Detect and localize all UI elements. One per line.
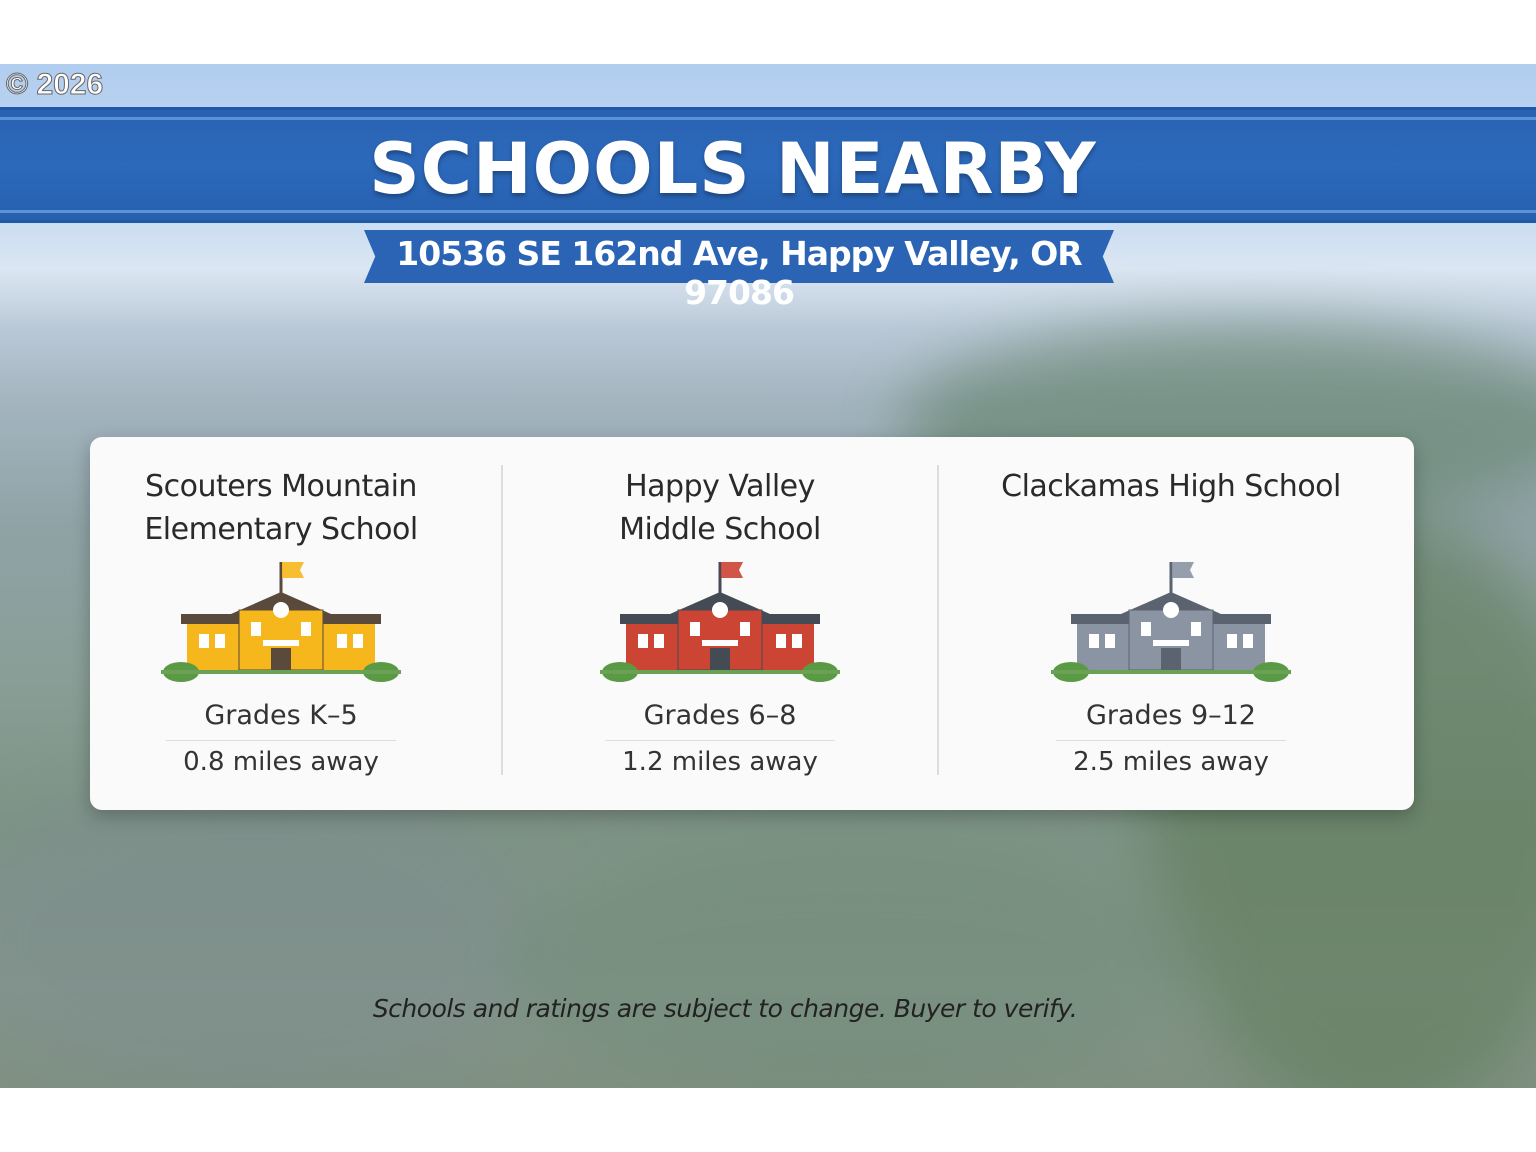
school-distance: 0.8 miles away [183, 747, 379, 777]
school-building-icon [151, 552, 411, 686]
school-high: Clackamas High School Grades 9–12 2.5 mi… [938, 437, 1404, 810]
background-aerial-photo: © 2026 SCHOOLS NEARBY 10536 SE 162nd Ave… [0, 64, 1536, 1088]
school-grades: Grades 9–12 [1085, 700, 1256, 731]
school-building-icon [590, 552, 850, 686]
school-grades: Grades 6–8 [643, 700, 797, 731]
property-address: 10536 SE 162nd Ave, Happy Valley, OR 970… [396, 234, 1082, 312]
column-divider [937, 465, 939, 775]
school-elementary: Scouters Mountain Elementary School Grade… [90, 437, 472, 810]
school-name: Happy Valley Middle School [619, 469, 821, 547]
address-ribbon [364, 230, 1114, 283]
column-divider [501, 465, 503, 775]
school-middle: Happy Valley Middle School Grades 6–8 1.2… [502, 437, 938, 810]
school-name: Clackamas High School [1001, 469, 1341, 504]
copyright-text: © 2026 [5, 68, 104, 102]
disclaimer-text: Schools and ratings are subject to chang… [372, 994, 1078, 1023]
school-distance: 2.5 miles away [1073, 747, 1269, 777]
page-title: SCHOOLS NEARBY [369, 128, 1097, 210]
schools-card: Scouters Mountain Elementary School Grade… [90, 437, 1414, 810]
school-distance: 1.2 miles away [622, 747, 818, 777]
school-grades: Grades K–5 [204, 700, 358, 731]
school-building-icon [1041, 552, 1301, 686]
school-name: Scouters Mountain Elementary School [144, 469, 418, 547]
title-banner: SCHOOLS NEARBY [0, 107, 1536, 223]
